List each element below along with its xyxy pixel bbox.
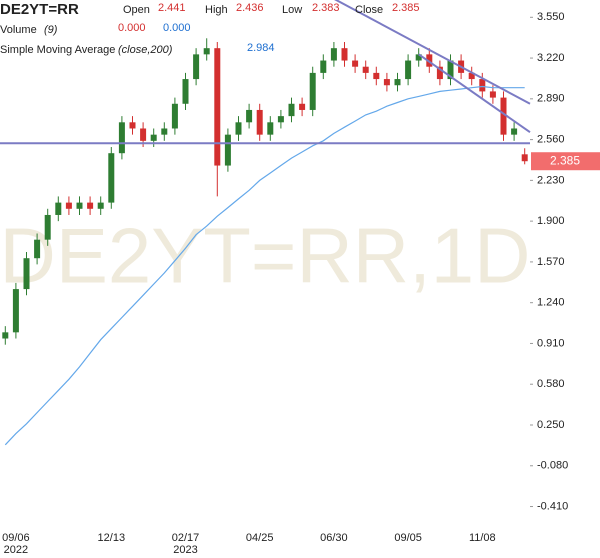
- candle-body: [436, 66, 443, 80]
- y-tick-label: 1.900: [537, 215, 565, 227]
- trendline: [418, 53, 531, 134]
- candle-body: [373, 72, 380, 80]
- sma-param: (close,200): [118, 44, 173, 56]
- candle-body: [489, 91, 496, 98]
- close-value: 2.385: [392, 2, 420, 14]
- candle-body: [129, 122, 136, 129]
- low-value: 2.383: [312, 2, 340, 14]
- candle-body: [405, 60, 412, 80]
- candle-body: [447, 60, 454, 80]
- candle-body: [161, 128, 168, 135]
- x-tick-label: 02/17: [172, 532, 200, 544]
- y-tick-label: 2.560: [537, 134, 565, 146]
- candle-body: [235, 122, 242, 135]
- price-tag-label: 2.385: [550, 153, 580, 167]
- candle-body: [76, 202, 83, 209]
- candle-body: [468, 72, 475, 80]
- y-tick-label: 3.220: [537, 52, 565, 64]
- high-value: 2.436: [236, 2, 264, 14]
- y-tick-label: 2.890: [537, 93, 565, 105]
- candle-body: [2, 332, 9, 339]
- candle-body: [193, 54, 200, 80]
- candle-body: [500, 97, 507, 135]
- volume-value: 0.000: [163, 22, 191, 34]
- x-tick-label: 11/08: [469, 532, 496, 544]
- candle-body: [97, 202, 104, 209]
- y-tick-label: 2.230: [537, 174, 565, 186]
- open-label: Open: [123, 4, 150, 16]
- candle-body: [426, 54, 433, 67]
- volume-label: Volume: [0, 24, 37, 36]
- y-tick-label: -0.080: [537, 460, 568, 472]
- candle-body: [277, 116, 284, 123]
- candle-body: [182, 79, 189, 104]
- price-tag: [531, 152, 600, 171]
- y-tick-label: 1.240: [537, 297, 565, 309]
- candle-body: [521, 154, 528, 162]
- candle-body: [383, 79, 390, 86]
- low-label: Low: [282, 4, 302, 16]
- candle-body: [118, 122, 125, 154]
- candle-body: [87, 202, 94, 209]
- x-year-label: 2023: [173, 544, 197, 556]
- candle-body: [341, 48, 348, 61]
- candle-body: [108, 153, 115, 203]
- sma-label: Simple Moving Average: [0, 44, 115, 56]
- candle-body: [140, 128, 147, 141]
- plot-area: [0, 0, 531, 446]
- candle-body: [150, 134, 157, 141]
- high-label: High: [205, 4, 228, 16]
- x-tick-label: 06/30: [320, 532, 348, 544]
- x-tick-label: 04/25: [246, 532, 274, 544]
- candle-body: [65, 202, 72, 209]
- symbol: DE2YT=RR: [0, 1, 79, 18]
- volume-value: 0.000: [118, 22, 146, 34]
- candle-body: [23, 258, 30, 290]
- candle-body: [44, 214, 51, 240]
- y-tick-label: 0.910: [537, 337, 565, 349]
- y-tick-label: 0.580: [537, 378, 565, 390]
- candle-body: [299, 103, 306, 110]
- close-label: Close: [355, 4, 383, 16]
- x-tick-label: 09/05: [394, 532, 422, 544]
- watermark: DE2YT=RR,1D: [0, 212, 531, 300]
- candle-body: [214, 48, 221, 166]
- x-tick-label: 12/13: [98, 532, 126, 544]
- candle-body: [320, 60, 327, 73]
- candle-body: [12, 289, 19, 333]
- y-tick-label: 3.550: [537, 11, 565, 23]
- sma-line: [4, 85, 525, 446]
- y-tick-label: 0.250: [537, 419, 565, 431]
- open-value: 2.441: [158, 2, 186, 14]
- candle-body: [415, 54, 422, 61]
- trendline: [334, 0, 531, 105]
- candle-body: [256, 109, 263, 135]
- candle-body: [203, 48, 210, 55]
- candle-body: [479, 79, 486, 92]
- candle-body: [288, 103, 295, 117]
- y-tick-label: 1.570: [537, 256, 565, 268]
- candle-body: [171, 103, 178, 129]
- sma-value: 2.984: [247, 42, 275, 54]
- candle-body: [267, 122, 274, 135]
- candle-body: [362, 66, 369, 73]
- x-year-label: 2022: [4, 544, 28, 556]
- candle-body: [224, 134, 231, 166]
- candle-body: [511, 128, 518, 135]
- candle-body: [55, 202, 62, 215]
- x-tick-label: 09/06: [2, 532, 30, 544]
- y-tick-label: -0.410: [537, 500, 568, 512]
- candle-body: [34, 239, 41, 259]
- candle-body: [330, 48, 337, 61]
- candle-body: [394, 79, 401, 86]
- volume-param: (9): [44, 24, 58, 36]
- candle-body: [246, 109, 253, 123]
- candle-body: [352, 60, 359, 67]
- candle-body: [309, 72, 316, 110]
